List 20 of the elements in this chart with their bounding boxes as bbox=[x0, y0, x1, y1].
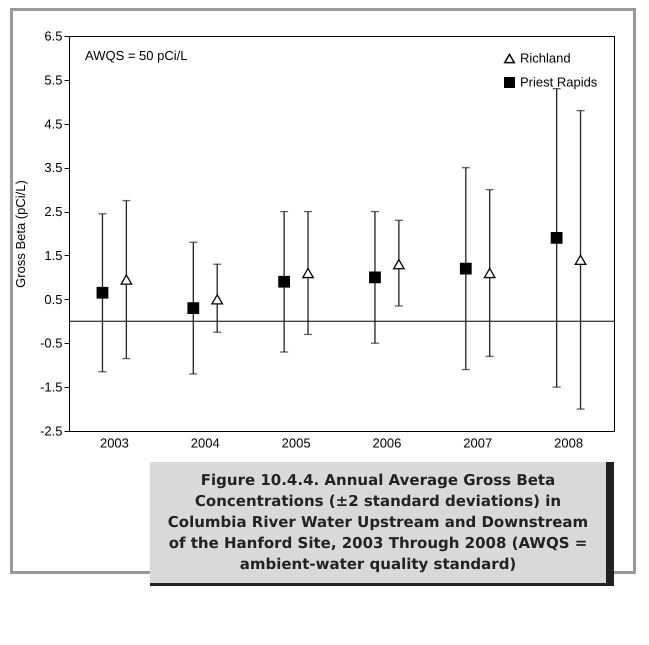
y-axis-title: Gross Beta (pCi/L) bbox=[13, 180, 28, 288]
x-tick-label: 2008 bbox=[554, 436, 584, 450]
y-tick-label: 6.5 bbox=[44, 28, 62, 44]
y-tick-label: 1.5 bbox=[44, 248, 62, 263]
x-tick-label: 2004 bbox=[190, 436, 220, 450]
x-tick-label: 2006 bbox=[372, 436, 402, 450]
y-tick-label: 5.5 bbox=[44, 72, 62, 88]
x-tick-label: 2007 bbox=[463, 436, 492, 450]
y-tick-label: -1.5 bbox=[40, 380, 62, 395]
y-tick-label: 2.5 bbox=[44, 204, 62, 220]
x-tick-label: 2005 bbox=[282, 436, 311, 450]
y-tick-label: 3.5 bbox=[44, 160, 62, 176]
y-tick-label: 0.5 bbox=[44, 292, 62, 307]
x-tick-label: 2003 bbox=[100, 436, 129, 450]
legend-label: Richland bbox=[520, 50, 571, 66]
y-tick-label: -2.5 bbox=[40, 424, 62, 438]
y-tick-label: -0.5 bbox=[40, 336, 62, 351]
legend-label: Priest Rapids bbox=[520, 74, 598, 90]
y-tick-label: 4.5 bbox=[44, 116, 62, 132]
annotation: AWQS = 50 pCi/L bbox=[85, 48, 188, 63]
